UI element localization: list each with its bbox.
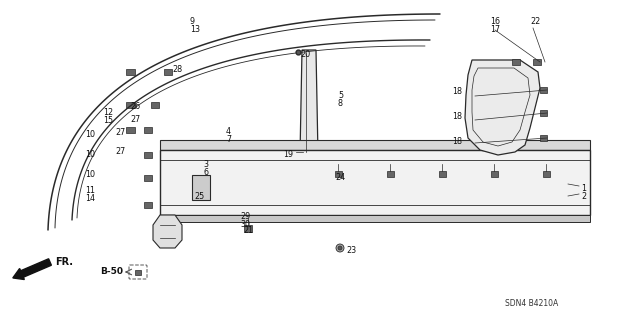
Text: 19: 19 <box>283 150 293 159</box>
Text: 16: 16 <box>490 17 500 26</box>
Bar <box>543 171 550 177</box>
Text: 18: 18 <box>452 112 462 121</box>
Text: 18: 18 <box>452 87 462 96</box>
Bar <box>125 69 134 75</box>
Text: FR.: FR. <box>55 257 73 267</box>
Text: 15: 15 <box>103 116 113 125</box>
Bar <box>144 127 152 133</box>
Bar <box>125 102 134 108</box>
Bar <box>244 225 252 231</box>
FancyArrow shape <box>13 259 51 279</box>
Text: 30: 30 <box>240 220 250 229</box>
Text: 10: 10 <box>85 150 95 159</box>
Text: 29: 29 <box>240 212 250 221</box>
Text: 27: 27 <box>115 128 125 137</box>
Text: 10: 10 <box>85 170 95 179</box>
Polygon shape <box>300 50 318 155</box>
Bar <box>135 269 141 275</box>
Circle shape <box>336 244 344 252</box>
Text: 13: 13 <box>190 25 200 34</box>
Bar <box>125 127 134 133</box>
Polygon shape <box>160 140 590 150</box>
Circle shape <box>338 246 342 250</box>
Bar <box>293 149 299 155</box>
Bar <box>144 202 152 208</box>
Text: 9: 9 <box>190 17 195 26</box>
Text: 2: 2 <box>581 192 586 201</box>
Text: 26: 26 <box>130 102 140 111</box>
Text: 28: 28 <box>172 65 182 74</box>
Bar <box>533 59 541 65</box>
Bar <box>151 102 159 108</box>
Text: 18: 18 <box>452 137 462 146</box>
Text: 20: 20 <box>300 50 310 59</box>
Polygon shape <box>160 215 590 222</box>
Text: 11: 11 <box>85 186 95 195</box>
Text: 27: 27 <box>115 147 125 156</box>
Polygon shape <box>160 150 590 215</box>
Text: 7: 7 <box>226 135 231 144</box>
Polygon shape <box>192 175 210 200</box>
Text: 24: 24 <box>335 173 345 182</box>
Bar <box>490 171 497 177</box>
Bar <box>335 171 342 177</box>
Text: 3: 3 <box>203 160 208 169</box>
Text: 4: 4 <box>226 127 231 136</box>
Text: 8: 8 <box>338 99 343 108</box>
Text: 10: 10 <box>85 130 95 139</box>
Text: 22: 22 <box>530 17 540 26</box>
Bar <box>387 171 394 177</box>
Bar <box>438 171 445 177</box>
Text: 17: 17 <box>490 25 500 34</box>
Bar <box>164 69 172 75</box>
Text: B-50: B-50 <box>100 268 123 276</box>
Text: 12: 12 <box>103 108 113 117</box>
Text: 27: 27 <box>130 115 140 124</box>
Text: 1: 1 <box>581 184 586 193</box>
Bar <box>144 175 152 181</box>
Bar <box>512 59 520 65</box>
Bar <box>540 87 547 93</box>
Text: 6: 6 <box>203 168 208 177</box>
Polygon shape <box>465 60 540 155</box>
Bar <box>540 135 547 141</box>
Text: SDN4 B4210A: SDN4 B4210A <box>505 299 558 308</box>
Bar <box>144 152 152 158</box>
Text: 25: 25 <box>194 192 204 201</box>
Polygon shape <box>153 215 182 248</box>
Text: 5: 5 <box>338 91 343 100</box>
Text: 14: 14 <box>85 194 95 203</box>
Bar <box>540 110 547 116</box>
Text: 23: 23 <box>346 246 356 255</box>
Text: 21: 21 <box>243 226 253 235</box>
